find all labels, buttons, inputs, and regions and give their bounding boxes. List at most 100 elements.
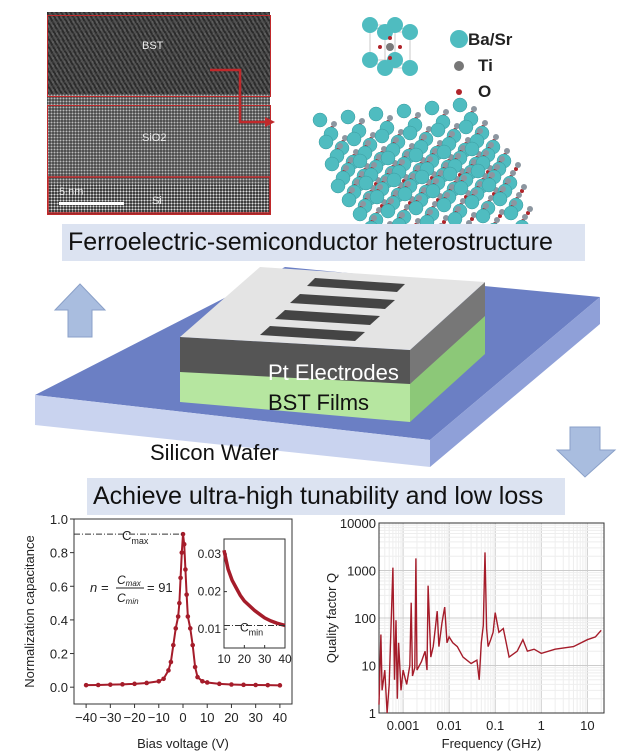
formula-result: = 91 [147, 580, 173, 595]
down-arrow-icon [555, 426, 617, 478]
ti-atom [443, 162, 449, 168]
ti-atom [393, 190, 399, 196]
basr-atom [470, 163, 486, 179]
x-axis-label: Bias voltage (V) [137, 736, 229, 751]
ti-atom [516, 192, 522, 198]
legend-item-o: O [450, 82, 512, 108]
basr-atom [452, 97, 468, 113]
y-tick-label: 10 [362, 659, 376, 674]
ti-atom [387, 168, 393, 174]
inset-x-tick-label: 10 [217, 652, 231, 666]
basr-atom [402, 24, 418, 40]
ti-atom [421, 134, 427, 140]
ti-atom [471, 212, 477, 218]
data-point [95, 682, 101, 688]
basr-atom [324, 156, 340, 172]
banner-heterostructure: Ferroelectric-semiconductor heterostruct… [62, 224, 585, 261]
ti-atom [432, 148, 438, 154]
basr-atom [358, 175, 374, 191]
data-point [166, 668, 171, 673]
data-point [204, 680, 210, 685]
basr-atom [402, 125, 418, 141]
scale-bar-label: 5 nm [59, 186, 84, 198]
si-region-box [47, 176, 271, 214]
x-tick-label: 1 [538, 718, 545, 733]
crystal-structure [312, 17, 539, 252]
data-point [277, 683, 283, 688]
ti-atom [499, 209, 505, 215]
o-atom [388, 56, 392, 60]
data-point [241, 682, 246, 688]
x-tick-label: 40 [273, 710, 287, 725]
basr-atom [424, 100, 440, 116]
y-tick-label: 0.2 [50, 647, 68, 662]
ti-atom [493, 134, 499, 140]
electrode-side [410, 282, 485, 384]
banner-tunability: Achieve ultra-high tunability and low lo… [87, 478, 565, 515]
ti-atom [482, 120, 488, 126]
ti-atom [382, 176, 388, 182]
basr-atom [397, 186, 413, 202]
tem-image: BST SiO2 Si 5 nm [47, 12, 270, 215]
ti-atom [421, 187, 427, 193]
data-point [178, 575, 183, 581]
basr-atom [380, 203, 396, 219]
ti-atom [404, 204, 410, 210]
basr-atom [408, 147, 424, 163]
y-axis-label: Normalization capacitance [22, 535, 37, 687]
basr-atom [492, 191, 508, 207]
ti-atom [393, 137, 399, 143]
wafer-side [430, 297, 600, 467]
x-tick-label: −40 [75, 710, 97, 725]
tem-label-sio2: SiO2 [142, 132, 167, 144]
ti-atom [427, 209, 433, 215]
basr-atom [362, 52, 378, 68]
ti-atom [460, 145, 466, 151]
ti-atom [409, 143, 415, 149]
data-point [171, 642, 176, 648]
cmax-label: Cmax [122, 528, 149, 546]
data-point [168, 659, 174, 665]
ti-atom [370, 132, 376, 138]
basr-atom [368, 106, 384, 122]
ti-atom [477, 181, 483, 187]
y-tick-label: 0.8 [50, 546, 68, 561]
data-point [177, 600, 182, 606]
ti-atom [471, 159, 477, 165]
ti-atom [472, 189, 478, 195]
data-point [83, 682, 89, 688]
ti-atom [399, 159, 405, 165]
ti-atom [449, 184, 455, 190]
inset-y-tick-label: 0.01 [198, 622, 222, 636]
basr-atom [352, 206, 368, 222]
basr-atom [312, 112, 328, 128]
basr-atom [341, 192, 357, 208]
ti-atom [500, 186, 506, 192]
ti-atom [371, 162, 377, 168]
data-point [132, 681, 137, 687]
label-bst-films: BST Films [268, 390, 369, 415]
ti-atom [348, 157, 354, 163]
legend-item-ti: Ti [450, 56, 512, 82]
x-tick-label: 10 [200, 710, 214, 725]
ti-atom [443, 109, 449, 115]
up-arrow-icon [53, 283, 107, 338]
ti-atom [416, 195, 422, 201]
ti-atom [405, 181, 411, 187]
wafer-front [35, 395, 430, 467]
ti-atom [494, 164, 500, 170]
o-sphere-icon [456, 89, 462, 95]
data-point [183, 567, 188, 572]
legend-label-basr: Ba/Sr [468, 30, 513, 49]
data-point [217, 681, 222, 687]
data-point [173, 626, 179, 631]
ti-atom [455, 153, 461, 159]
basr-atom [475, 208, 491, 224]
x-tick-label: 0.001 [387, 718, 420, 733]
ti-atom [443, 215, 449, 221]
y-tick-label: 0.0 [50, 680, 68, 695]
basr-atom [408, 200, 424, 216]
ti-atom [376, 207, 382, 213]
basr-atom [481, 177, 497, 193]
ti-atom [460, 198, 466, 204]
